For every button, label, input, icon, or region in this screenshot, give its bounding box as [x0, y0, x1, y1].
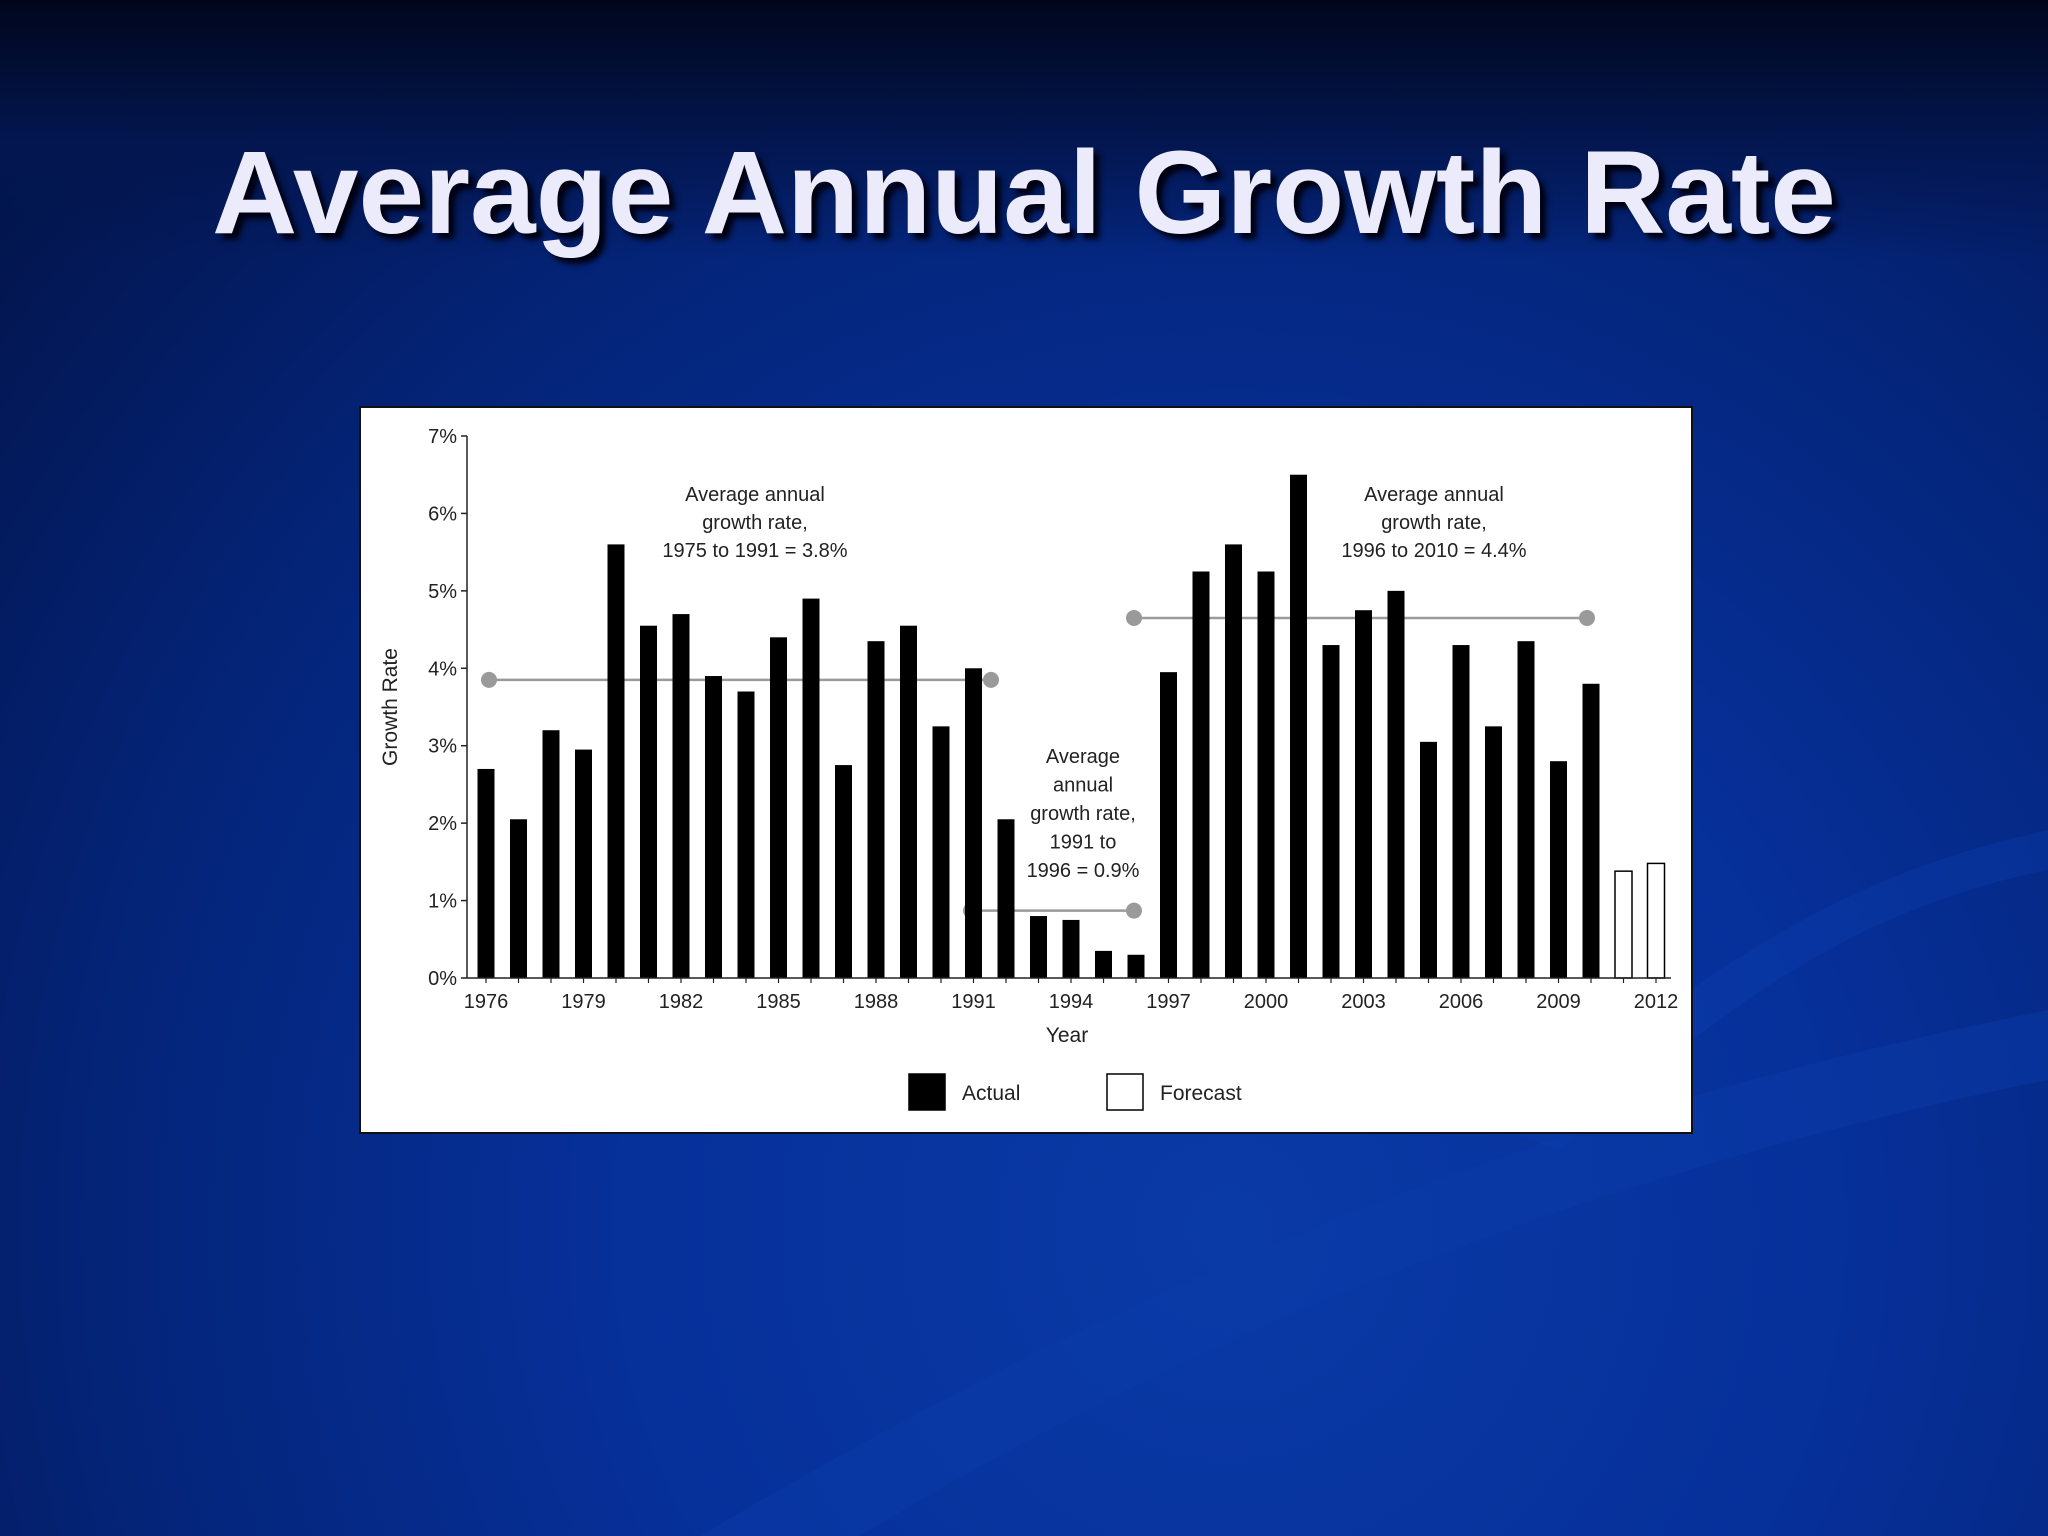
bar-actual-1998 [1192, 571, 1210, 978]
bar-actual-2005 [1420, 741, 1437, 978]
y-tick-label: 3% [428, 736, 457, 758]
annotation-2-line: 1991 to [1050, 832, 1117, 854]
x-tick-label: 2006 [1439, 991, 1484, 1013]
bar-actual-1984 [737, 691, 755, 978]
annotation-2-line: growth rate, [1030, 803, 1136, 825]
bar-actual-2004 [1387, 590, 1405, 978]
bar-actual-2006 [1452, 645, 1470, 978]
bar-actual-2008 [1517, 641, 1535, 978]
bar-actual-2007 [1485, 726, 1502, 978]
bar-actual-1990 [932, 726, 950, 978]
bar-actual-1976 [477, 768, 495, 978]
y-tick-label: 6% [428, 503, 457, 525]
bar-actual-1979 [575, 749, 592, 978]
annotation-1: Average annual growth rate, 1975 to 1991 =… [662, 484, 847, 562]
x-axis-title: Year [1046, 1024, 1088, 1047]
x-tick-label: 2009 [1536, 991, 1581, 1013]
bar-actual-2001 [1290, 474, 1307, 978]
average-line-3-end-dot [1579, 609, 1595, 626]
growth-rate-chart: 0% 1% 2% 3% 4% 5% 6% 7% 1976 1979 1982 1985 1988 1991… [379, 426, 1679, 1111]
legend-label-actual: Actual [962, 1082, 1020, 1105]
x-tick-label: 2012 [1634, 991, 1679, 1013]
x-tick-label: 1979 [561, 991, 606, 1013]
x-tick-label: 1976 [464, 991, 509, 1013]
annotation-3-line: 1996 to 2010 = 4.4% [1341, 540, 1526, 562]
bar-actual-1991 [965, 668, 982, 978]
y-axis-title: Growth Rate [379, 648, 402, 766]
legend-swatch-actual [908, 1073, 946, 1111]
annotation-3-line: growth rate, [1381, 512, 1487, 534]
annotation-2: Average annual growth rate, 1991 to 1996 = 0… [1027, 746, 1140, 882]
annotation-2-line: Average [1046, 746, 1120, 768]
bar-actual-1987 [835, 765, 852, 978]
bar-actual-1977 [510, 819, 527, 978]
y-tick-label: 0% [428, 968, 457, 990]
legend-label-forecast: Forecast [1160, 1082, 1242, 1105]
bar-actual-1981 [640, 625, 657, 978]
bar-actual-1992 [997, 819, 1015, 978]
average-line-1-start-dot [481, 671, 497, 688]
bar-actual-1997 [1160, 672, 1177, 978]
bar-actual-1978 [542, 730, 560, 978]
y-tick-label: 7% [428, 426, 457, 448]
x-tick-label: 1997 [1146, 991, 1191, 1013]
annotation-1-line: growth rate, [702, 512, 808, 534]
y-tick-label: 1% [428, 891, 457, 913]
x-tick-label: 2000 [1244, 991, 1289, 1013]
legend-swatch-forecast [1106, 1073, 1144, 1111]
bar-actual-1993 [1030, 916, 1047, 978]
y-tick-label: 4% [428, 658, 457, 680]
bar-forecast-2011 [1614, 870, 1633, 979]
bar-actual-1994 [1062, 919, 1080, 978]
bar-actual-2010 [1582, 683, 1600, 978]
x-tick-label: 1982 [659, 991, 704, 1013]
bar-actual-1983 [705, 676, 722, 978]
x-tick-label: 2003 [1341, 991, 1386, 1013]
y-tick-label: 5% [428, 581, 457, 603]
annotation-2-line: 1996 = 0.9% [1027, 860, 1140, 882]
bar-actual-1999 [1225, 544, 1242, 978]
y-tick-label: 2% [428, 813, 457, 835]
bar-forecast-2012 [1646, 862, 1666, 979]
slide-title: Average Annual Growth Rate [212, 127, 1836, 259]
bar-actual-1985 [770, 637, 787, 978]
average-line-2-end-dot [1126, 902, 1142, 919]
average-line-3-start-dot [1126, 609, 1142, 626]
chart-panel: 0% 1% 2% 3% 4% 5% 6% 7% 1976 1979 1982 1985 1988 1991… [359, 406, 1693, 1134]
annotation-3-line: Average annual [1364, 484, 1504, 506]
x-tick-label: 1985 [756, 991, 801, 1013]
x-tick-label: 1994 [1049, 991, 1094, 1013]
annotation-3: Average annual growth rate, 1996 to 2010 =… [1341, 484, 1526, 562]
average-line-1-end-dot [983, 671, 999, 688]
bar-actual-1989 [900, 625, 917, 978]
bar-actual-1982 [672, 614, 690, 978]
background-top-gradient [0, 0, 2048, 260]
annotation-2-line: annual [1053, 775, 1113, 797]
bar-actual-2002 [1322, 645, 1340, 978]
bar-actual-2003 [1355, 610, 1372, 978]
bar-actual-2009 [1550, 761, 1567, 978]
annotation-1-line: 1975 to 1991 = 3.8% [662, 540, 847, 562]
x-tick-label: 1991 [951, 991, 996, 1013]
annotation-1-line: Average annual [685, 484, 825, 506]
bar-actual-2000 [1257, 571, 1275, 978]
x-tick-label: 1988 [854, 991, 899, 1013]
bar-actual-1996 [1127, 954, 1145, 978]
bar-actual-1986 [802, 598, 820, 978]
bar-actual-1980 [607, 544, 625, 978]
bar-actual-1988 [867, 641, 885, 978]
bar-actual-1995 [1095, 950, 1112, 978]
